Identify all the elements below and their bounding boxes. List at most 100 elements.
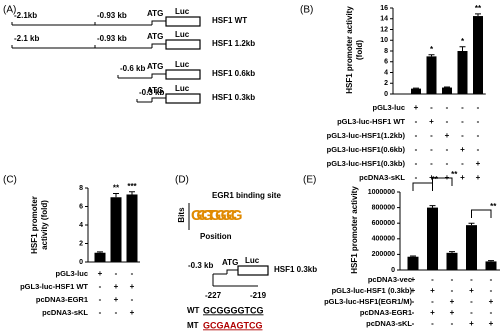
condition-sign: - — [490, 286, 493, 295]
condition-sign: - — [412, 297, 415, 306]
y-tick-label: 0 — [79, 259, 83, 266]
condition-sign: + — [450, 308, 455, 317]
comparison-label: ** — [490, 202, 497, 211]
panel-label: (C) — [3, 175, 17, 186]
luc-box — [165, 69, 201, 80]
comparison-bracket — [412, 182, 433, 191]
position-label: -0.93 kb — [97, 34, 127, 43]
condition-sign: - — [99, 282, 102, 291]
mt-sequence: GCGAAGTCG — [203, 320, 263, 330]
y-axis-label: activity (fold) — [40, 200, 49, 250]
bar — [457, 51, 468, 94]
condition-sign: - — [415, 117, 418, 126]
start-arrow — [226, 269, 238, 274]
significance-label: * — [430, 45, 434, 54]
y-tick-label: 800000 — [372, 204, 395, 211]
condition-sign: - — [477, 131, 480, 140]
condition-sign: + — [430, 308, 435, 317]
luc-box — [165, 16, 201, 27]
condition-sign: - — [446, 159, 449, 168]
luc-box — [237, 265, 269, 276]
condition-sign: - — [99, 308, 102, 317]
y-tick-label: 0 — [384, 91, 388, 98]
condition-label: pcDNA3-sKL — [366, 319, 412, 328]
condition-sign: - — [115, 269, 118, 278]
mt-label: MT — [187, 321, 199, 330]
condition-sign: + — [114, 282, 119, 291]
y-tick-label: 400000 — [372, 236, 395, 243]
condition-label: pGL3-luc-HSF1(0.3kb) — [327, 159, 406, 168]
luc-label: Luc — [175, 60, 190, 69]
start-arrow — [151, 43, 166, 48]
condition-sign: + — [98, 269, 103, 278]
condition-sign: - — [415, 131, 418, 140]
position-label: -0.3 kb — [139, 88, 164, 97]
panel-label: (B) — [300, 5, 313, 16]
error-bar — [113, 193, 119, 198]
condition-sign: + — [450, 297, 455, 306]
bar — [466, 225, 477, 270]
position-label: -2.1kb — [14, 11, 37, 20]
error-bar — [428, 54, 435, 57]
condition-sign: - — [430, 145, 433, 154]
atg-label: ATG — [147, 32, 163, 41]
condition-sign: - — [412, 308, 415, 317]
error-bar — [429, 205, 436, 208]
error-bar — [413, 87, 419, 89]
condition-sign: + — [476, 173, 481, 182]
y-tick-label: 8 — [79, 185, 83, 192]
condition-sign: - — [451, 286, 454, 295]
luc-label: Luc — [175, 84, 190, 93]
condition-sign: - — [477, 117, 480, 126]
comparison-bracket — [471, 209, 492, 218]
atg-label: ATG — [147, 9, 163, 18]
condition-sign: - — [470, 297, 473, 306]
error-bar — [97, 251, 103, 253]
bar — [407, 256, 419, 270]
error-bar — [475, 13, 481, 17]
condition-label: pGL3-luc-HSF1(0.6kb) — [327, 145, 406, 154]
condition-sign: + — [445, 131, 450, 140]
condition-sign: - — [451, 275, 454, 284]
y-tick-label: 1000000 — [368, 189, 395, 196]
significance-label: *** — [127, 182, 137, 191]
luc-label: Luc — [175, 7, 190, 16]
luc-box — [165, 93, 201, 104]
atg-label: ATG — [147, 62, 163, 71]
wt-label: WT — [187, 306, 200, 315]
condition-sign: - — [415, 145, 418, 154]
construct-name: HSF1 WT — [212, 16, 247, 25]
y-tick-label: 6 — [79, 203, 83, 210]
construct-name: HSF1 0.6kb — [212, 69, 255, 78]
bar — [446, 252, 458, 270]
comparison-bracket — [432, 177, 453, 186]
start-arrow — [151, 20, 166, 25]
bar — [126, 194, 138, 262]
condition-sign: + — [130, 308, 135, 317]
condition-sign: - — [490, 308, 493, 317]
condition-sign: - — [446, 117, 449, 126]
condition-sign: - — [431, 319, 434, 328]
luc-box — [165, 39, 201, 50]
condition-label: pcDNA3-EGR1 — [36, 295, 88, 304]
condition-sign: - — [446, 103, 449, 112]
position-label: -0.3 kb — [188, 261, 213, 270]
y-tick-label: 4 — [79, 222, 83, 229]
condition-sign: - — [461, 159, 464, 168]
condition-sign: - — [415, 173, 418, 182]
condition-sign: - — [451, 319, 454, 328]
error-bar — [488, 260, 494, 262]
y-tick-label: 10 — [380, 37, 388, 44]
logo-title: EGR1 binding site — [212, 191, 281, 200]
position-label: -2.1 kb — [14, 34, 39, 43]
condition-sign: + — [460, 173, 465, 182]
logo-ylabel: Bits — [177, 207, 186, 223]
condition-sign: - — [430, 103, 433, 112]
y-tick-label: 6 — [384, 59, 388, 66]
luc-label: Luc — [175, 30, 190, 39]
wt-sequence: GCGGGGTCG — [203, 305, 264, 315]
y-tick-label: 2 — [79, 240, 83, 247]
condition-sign: - — [431, 297, 434, 306]
position-label: -0.6 kb — [120, 64, 145, 73]
atg-label: ATG — [222, 258, 238, 267]
